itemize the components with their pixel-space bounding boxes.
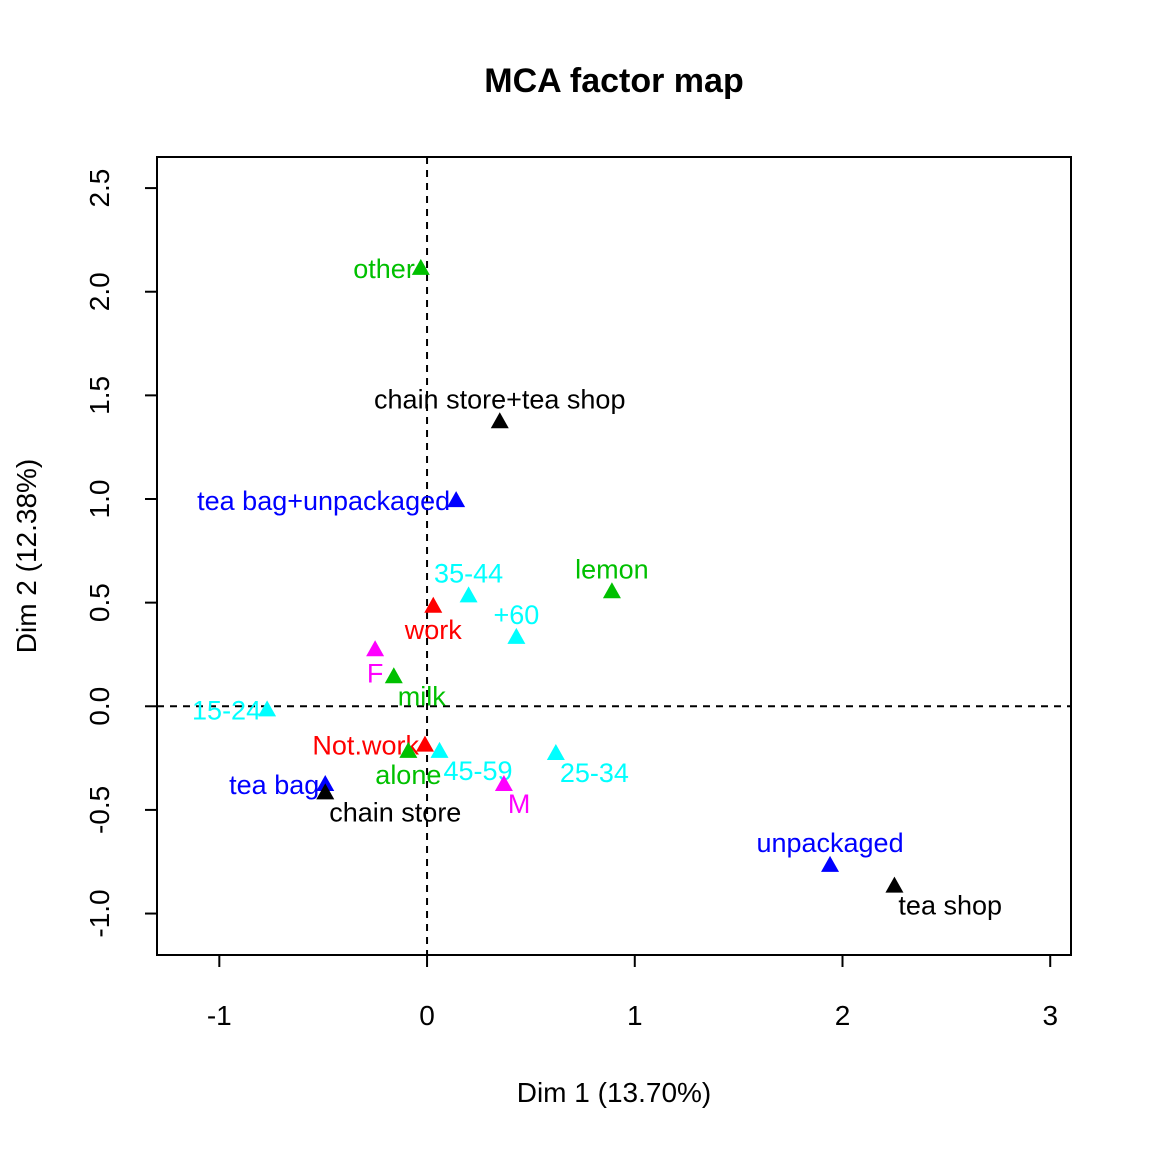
x-tick-label: 2: [835, 1000, 851, 1031]
point-label: 25-34: [560, 758, 629, 788]
point-label: tea bag: [229, 770, 319, 800]
triangle-marker: [411, 258, 430, 275]
triangle-marker: [366, 640, 385, 657]
x-tick-label: 0: [419, 1000, 435, 1031]
point-milk: milk: [384, 667, 446, 711]
point-chain-store-tea-shop: chain store+tea shop: [374, 384, 625, 429]
y-axis: -1.0 -0.5 0.0 0.5 1.0 1.5 2.0 2.5: [84, 169, 158, 938]
x-axis-label: Dim 1 (13.70%): [517, 1077, 712, 1108]
data-points: other chain store+tea shop tea bag+unpacka…: [192, 254, 1002, 921]
y-axis-label: Dim 2 (12.38%): [11, 459, 42, 654]
point-label: unpackaged: [756, 828, 903, 858]
point-tea-shop: tea shop: [885, 876, 1002, 921]
point-unpackaged: unpackaged: [756, 828, 904, 872]
triangle-marker: [507, 627, 526, 644]
y-tick-label: 0.0: [84, 687, 115, 726]
triangle-marker: [494, 775, 513, 792]
point-60: +60: [493, 600, 539, 644]
reference-lines: [157, 157, 1071, 955]
chart-title: MCA factor map: [484, 62, 743, 100]
point-label: chain store+tea shop: [374, 384, 625, 414]
point-tea-bag-unpackaged: tea bag+unpackaged: [197, 486, 466, 516]
triangle-marker: [885, 876, 904, 893]
triangle-marker: [602, 582, 621, 599]
point-chain-store: chain store: [316, 783, 461, 827]
point-label: M: [508, 789, 531, 819]
triangle-marker: [316, 775, 335, 792]
point-label: tea shop: [898, 891, 1002, 921]
point-f: F: [366, 640, 385, 688]
point-tea-bag: tea bag: [229, 770, 335, 800]
triangle-marker: [415, 735, 434, 752]
triangle-marker: [459, 586, 478, 603]
point-label: lemon: [575, 554, 649, 584]
x-tick-label: -1: [207, 1000, 232, 1031]
triangle-marker: [316, 783, 335, 800]
point-label: other: [353, 254, 415, 284]
triangle-marker: [447, 491, 466, 508]
point-lemon: lemon: [575, 554, 649, 599]
point-label: work: [404, 615, 463, 645]
point-15-24: 15-24: [192, 695, 277, 725]
triangle-marker: [399, 741, 418, 758]
y-tick-label: 1.5: [84, 376, 115, 415]
point-label: milk: [398, 681, 446, 711]
point-45-59: 45-59: [430, 741, 513, 786]
point-label: 35-44: [434, 558, 503, 588]
point-25-34: 25-34: [546, 743, 629, 788]
triangle-marker: [430, 741, 449, 758]
y-tick-label: -1.0: [84, 889, 115, 937]
point-other: other: [353, 254, 430, 284]
triangle-marker: [258, 700, 277, 717]
triangle-marker: [821, 855, 840, 872]
y-tick-label: 1.0: [84, 480, 115, 519]
triangle-marker: [490, 412, 509, 429]
point-label: chain store: [329, 797, 461, 827]
y-tick-label: 2.5: [84, 169, 115, 208]
y-tick-label: 0.5: [84, 583, 115, 622]
point-label: tea bag+unpackaged: [197, 486, 450, 516]
point-label: 15-24: [192, 695, 261, 725]
point-work: work: [404, 596, 463, 645]
x-tick-label: 3: [1042, 1000, 1058, 1031]
x-axis: -1 0 1 2 3: [207, 954, 1058, 1031]
point-m: M: [494, 775, 531, 819]
triangle-marker: [546, 743, 565, 760]
point-label: F: [367, 658, 384, 688]
point-alone: alone: [375, 741, 441, 790]
point-label: alone: [375, 760, 441, 790]
triangle-marker: [424, 596, 443, 613]
point-35-44: 35-44: [434, 558, 503, 603]
point-label: +60: [493, 600, 539, 630]
y-tick-label: -0.5: [84, 786, 115, 834]
y-tick-label: 2.0: [84, 272, 115, 311]
triangle-marker: [384, 667, 403, 684]
x-tick-label: 1: [627, 1000, 643, 1031]
